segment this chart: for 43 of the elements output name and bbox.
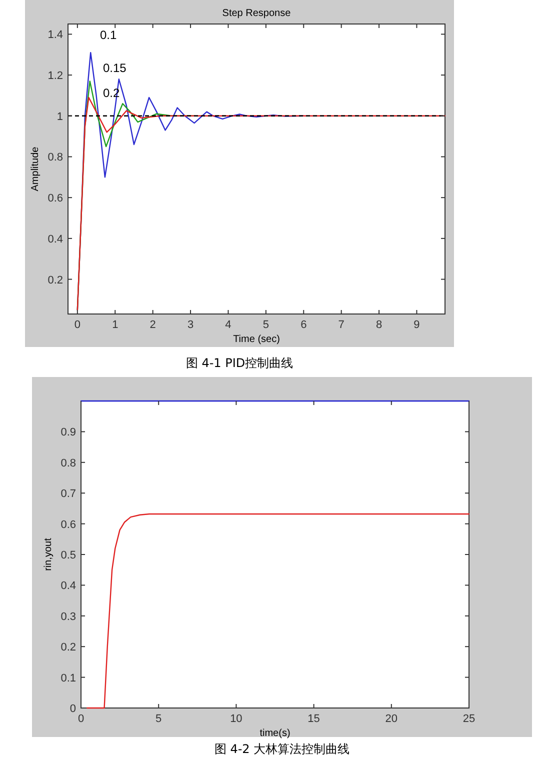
caption: 图 4-2 大林算法控制曲线 <box>214 742 350 756</box>
x-axis-title: time(s) <box>260 728 290 739</box>
x-tick-label: 20 <box>385 713 398 725</box>
x-axis-title: Time (sec) <box>233 334 280 345</box>
y-tick-label: 1.4 <box>48 29 63 42</box>
y-tick-label: 0.8 <box>60 457 76 470</box>
y-tick-label: 0.7 <box>60 488 76 500</box>
x-tick-label: 15 <box>308 713 320 725</box>
x-tick-label: 4 <box>225 319 232 331</box>
y-tick-label: 0.8 <box>48 152 63 164</box>
x-tick-label: 3 <box>187 319 194 331</box>
x-tick-label: 9 <box>414 319 420 331</box>
y-tick-label: 0.5 <box>60 550 76 562</box>
x-tick-label: 25 <box>462 713 476 725</box>
y-tick-label: 0.2 <box>48 274 63 286</box>
x-tick-label: 1 <box>112 319 118 331</box>
y-tick-label: 0.6 <box>60 518 76 531</box>
x-tick-label: 7 <box>338 319 344 331</box>
chart-title: Step Response <box>222 8 292 19</box>
y-tick-label: 0 <box>70 703 76 715</box>
y-tick-label: 0.1 <box>60 672 76 684</box>
y-tick-label: 0.9 <box>60 426 76 439</box>
x-tick-label: 5 <box>156 713 162 725</box>
x-tick-label: 8 <box>376 319 382 331</box>
y-tick-label: 0.6 <box>48 192 63 205</box>
y-tick-label: 0.4 <box>60 580 76 592</box>
annotation: 0.1 <box>100 28 118 42</box>
y-axis-title: rin,yout <box>43 538 54 571</box>
x-tick-label: 2 <box>150 319 156 331</box>
caption: 图 4-1 PID控制曲线 <box>186 356 294 370</box>
x-tick-label: 5 <box>262 319 269 331</box>
line-series <box>76 96 446 311</box>
y-axis-title: Amplitude <box>30 146 41 192</box>
line-series <box>86 513 470 709</box>
y-tick-label: 0.4 <box>48 233 63 246</box>
y-tick-label: 0.2 <box>60 642 76 654</box>
y-tick-label: 1.2 <box>48 70 63 82</box>
annotation: 0.15 <box>103 61 127 75</box>
x-tick-label: 10 <box>230 713 242 725</box>
x-tick-label: 0 <box>78 713 84 725</box>
y-tick-label: 1 <box>56 110 63 123</box>
x-tick-label: 6 <box>300 319 307 331</box>
y-tick-label: 0.3 <box>60 610 76 623</box>
